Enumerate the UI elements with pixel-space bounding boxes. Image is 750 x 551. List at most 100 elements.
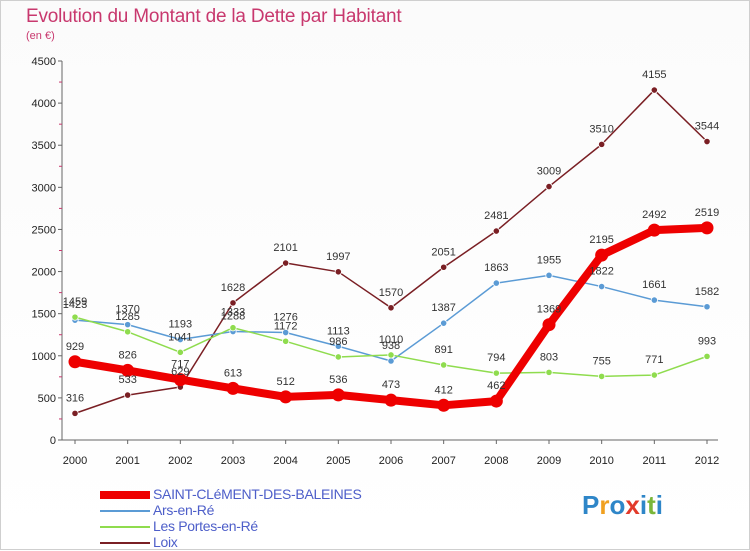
data-label: 2481 <box>484 210 508 222</box>
data-point <box>542 318 556 332</box>
x-tick-label: 2010 <box>589 455 613 467</box>
legend-swatch <box>100 526 150 528</box>
data-point <box>226 381 240 395</box>
data-point <box>384 393 398 407</box>
x-tick-label: 2002 <box>168 455 192 467</box>
data-point <box>282 259 290 267</box>
chart-subtitle: (en €) <box>26 30 55 42</box>
data-point <box>489 394 503 408</box>
data-point <box>176 335 184 344</box>
data-label: 794 <box>487 352 505 364</box>
data-label: 755 <box>592 355 610 367</box>
y-tick-label: 2000 <box>32 267 56 279</box>
data-label: 412 <box>434 384 452 396</box>
data-label: 803 <box>540 351 558 363</box>
data-point <box>68 355 82 369</box>
data-point <box>650 371 658 379</box>
legend-label: Loix <box>153 534 178 550</box>
data-label: 1369 <box>537 304 561 316</box>
data-point <box>279 390 293 404</box>
logo-letter: t <box>647 490 656 520</box>
data-point <box>440 319 448 327</box>
data-point <box>176 348 184 356</box>
data-label: 929 <box>66 341 84 353</box>
data-label: 3510 <box>589 123 613 135</box>
logo-letter: i <box>639 490 648 520</box>
data-label: 1010 <box>379 334 403 346</box>
data-label: 1288 <box>221 311 245 323</box>
data-label: 2051 <box>431 246 455 258</box>
y-tick-label: 3500 <box>32 140 56 152</box>
x-tick-label: 2003 <box>221 455 245 467</box>
data-label: 891 <box>434 344 452 356</box>
data-point <box>440 263 448 271</box>
data-label: 2519 <box>695 207 719 219</box>
data-label: 1285 <box>115 311 139 323</box>
data-label: 1459 <box>63 296 87 308</box>
x-tick-label: 2001 <box>115 455 139 467</box>
data-label: 2101 <box>273 242 297 254</box>
data-label: 1570 <box>379 287 403 299</box>
data-label: 2195 <box>589 234 613 246</box>
data-point <box>650 296 658 304</box>
data-point <box>440 361 448 369</box>
data-point <box>229 324 237 332</box>
data-label: 1041 <box>168 331 192 343</box>
logo-letter: i <box>655 490 663 520</box>
logo-letter: o <box>609 490 626 520</box>
data-label: 986 <box>329 336 347 348</box>
data-label: 1423 <box>63 299 87 311</box>
data-point <box>703 137 711 146</box>
data-label: 3009 <box>537 166 561 178</box>
data-label: 826 <box>118 349 136 361</box>
y-tick-label: 0 <box>50 435 56 447</box>
x-tick-label: 2000 <box>63 455 87 467</box>
data-point <box>545 271 553 279</box>
legend-label: Ars-en-Ré <box>153 502 215 518</box>
data-point <box>124 391 132 399</box>
x-tick-label: 2012 <box>695 455 719 467</box>
x-tick-label: 2005 <box>326 455 350 467</box>
data-label: 1997 <box>326 251 350 263</box>
data-label: 938 <box>382 340 400 352</box>
data-point <box>282 337 290 345</box>
data-label: 512 <box>276 376 294 388</box>
y-tick-label: 4000 <box>32 98 56 110</box>
y-tick-label: 4500 <box>32 56 56 68</box>
data-point <box>124 328 132 336</box>
data-label: 1276 <box>273 312 297 324</box>
data-point <box>492 369 500 377</box>
legend-swatch <box>100 491 150 499</box>
data-point <box>703 352 711 360</box>
data-point <box>229 299 237 307</box>
data-point <box>545 182 553 191</box>
data-label: 533 <box>118 374 136 386</box>
data-point <box>71 313 79 321</box>
data-point <box>121 363 135 377</box>
data-label: 1955 <box>537 254 561 266</box>
proxiti-logo: Proxiti <box>582 490 663 521</box>
data-point <box>387 304 395 312</box>
data-label: 993 <box>698 335 716 347</box>
data-label: 1193 <box>169 319 193 331</box>
logo-letter: P <box>582 490 600 520</box>
data-point <box>387 357 395 365</box>
y-tick-label: 3000 <box>32 182 56 194</box>
data-label: 4155 <box>642 69 666 81</box>
data-label: 1661 <box>642 279 666 291</box>
data-point <box>650 86 658 94</box>
data-point <box>124 321 132 329</box>
data-label: 462 <box>487 380 505 392</box>
data-point <box>492 279 500 287</box>
x-tick-label: 2008 <box>484 455 508 467</box>
data-label: 1333 <box>221 307 245 319</box>
data-point <box>647 223 661 237</box>
x-tick-label: 2007 <box>431 455 455 467</box>
y-tick-label: 1000 <box>32 351 56 363</box>
legend-label: SAINT-CLéMENT-DES-BALEINES <box>153 486 362 502</box>
legend-swatch <box>100 510 150 512</box>
data-point <box>598 140 606 148</box>
data-point <box>282 328 290 337</box>
data-label: 316 <box>66 392 84 404</box>
